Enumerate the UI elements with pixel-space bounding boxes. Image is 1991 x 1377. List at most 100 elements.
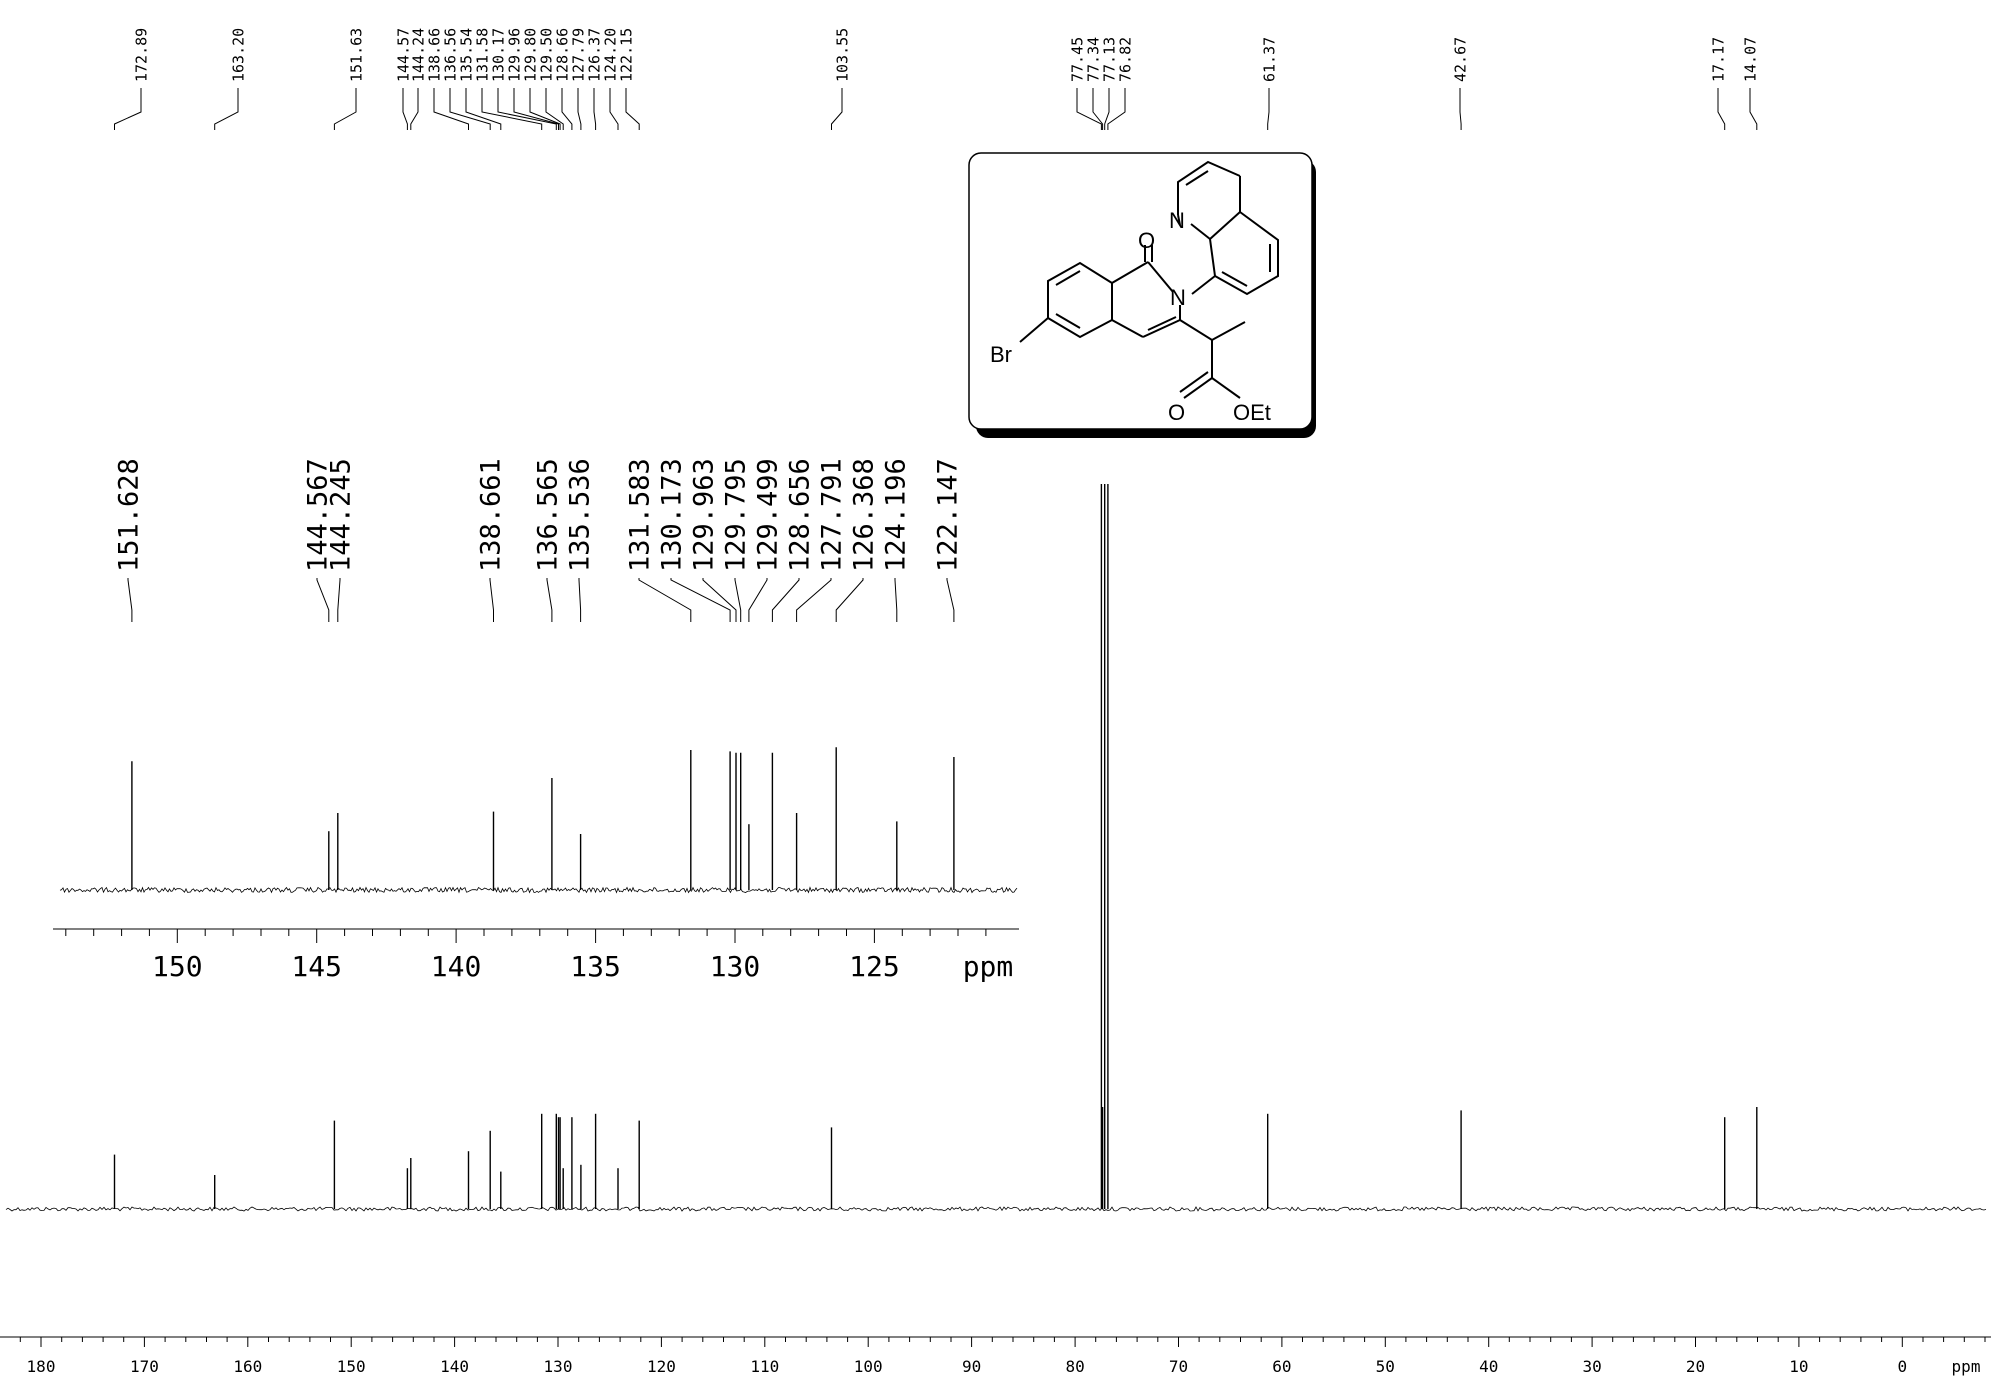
full-label-leader [1717, 88, 1726, 130]
full-axis-unit: ppm [1952, 1357, 1981, 1376]
full-peak-label: 126.37 [585, 28, 603, 82]
expansion-label-leader [638, 578, 692, 622]
full-tick-label: 140 [440, 1357, 469, 1376]
full-label-leader [497, 88, 557, 130]
full-label-leader [410, 88, 419, 130]
expansion-label-leader [796, 578, 832, 622]
expansion-tick-label: 130 [710, 950, 761, 983]
full-label-leader [402, 88, 408, 130]
full-tick-label: 160 [233, 1357, 262, 1376]
expansion-peak-label: 129.795 [721, 458, 752, 572]
full-label-leader [1749, 88, 1758, 130]
full-label-leader [593, 88, 597, 130]
full-label-leader [214, 88, 239, 130]
full-tick-label: 90 [962, 1357, 981, 1376]
full-peak-label: 14.07 [1741, 37, 1759, 82]
full-peak-label: 151.63 [347, 28, 365, 82]
expansion-label-leader [337, 578, 341, 622]
expansion-peak-label: 122.147 [933, 458, 964, 572]
full-peak-label: 42.67 [1451, 37, 1469, 82]
full-label-leader [465, 88, 502, 130]
atom-label-n-quinoline: N [1169, 208, 1185, 233]
expansion-peak-label: 129.499 [753, 458, 784, 572]
full-peak-label-group: 172.89 163.20 151.63 144.57144.24138.66136.… [114, 28, 1759, 130]
full-peak-label: 128.66 [553, 28, 571, 82]
atom-label-oet: OEt [1233, 400, 1271, 425]
expansion-label-leader [489, 578, 494, 622]
full-peak-label: 163.20 [229, 28, 247, 82]
full-label-leader [577, 88, 582, 130]
full-x-axis: 180 170 160 150 140 130 120 110 100 90 80 70 60 50 40 3… [0, 1336, 1991, 1376]
expansion-peak-label: 144.245 [325, 458, 356, 572]
full-tick-label: 0 [1897, 1357, 1907, 1376]
full-label-leader [609, 88, 619, 130]
full-peak-label: 77.34 [1084, 37, 1102, 82]
expansion-peak-label: 127.791 [817, 458, 848, 572]
full-tick-label: 170 [130, 1357, 159, 1376]
full-label-leader [545, 88, 564, 130]
full-label-leader [1107, 88, 1126, 130]
full-peak-label: 136.56 [441, 28, 459, 82]
full-label-leader [1459, 88, 1462, 130]
expansion-tick-label: 140 [431, 950, 482, 983]
full-tick-label: 110 [750, 1357, 779, 1376]
expansion-peak-label: 131.583 [625, 458, 656, 572]
expansion-tick-label: 135 [570, 950, 621, 983]
expansion-peak-label: 144.567 [302, 458, 333, 572]
expansion-trace [59, 886, 1018, 894]
full-label-leader [433, 88, 469, 130]
full-tick-label: 70 [1169, 1357, 1188, 1376]
atom-label-o-ester: O [1168, 400, 1185, 425]
expansion-peaks [131, 747, 955, 890]
full-tick-label: 20 [1686, 1357, 1705, 1376]
full-label-leader [449, 88, 491, 130]
full-spectrum-trace [5, 1206, 1987, 1212]
full-tick-label: 10 [1789, 1357, 1808, 1376]
full-peak-label: 138.66 [425, 28, 443, 82]
structure-diagram: O N N Br O OEt [968, 152, 1316, 438]
full-peak-label: 135.54 [457, 28, 475, 82]
full-peak-label: 77.45 [1068, 37, 1086, 82]
full-label-leader [1092, 88, 1104, 130]
expansion-tick-label: 145 [291, 950, 342, 983]
full-label-leader [625, 88, 640, 130]
full-baseline-noise [5, 1206, 1987, 1212]
full-tick-label: 180 [27, 1357, 56, 1376]
expansion-tick-label: 125 [849, 950, 900, 983]
full-label-leader [529, 88, 561, 130]
full-label-leader [1104, 88, 1110, 130]
full-peak-label: 129.50 [537, 28, 555, 82]
full-label-leader [114, 88, 142, 130]
full-peak-label: 129.96 [505, 28, 523, 82]
full-tick-label: 120 [647, 1357, 676, 1376]
expansion-label-leader [748, 578, 768, 622]
expansion-x-axis: 150 145 140 135 130 125 ppm [53, 928, 1019, 983]
full-peak-label: 77.13 [1100, 37, 1118, 82]
structure-bonds [1019, 160, 1279, 399]
expansion-tick-label: 150 [152, 950, 203, 983]
full-peak-label: 131.58 [473, 28, 491, 82]
full-spectrum-peaks [113, 484, 1758, 1209]
expansion-baseline-noise [59, 886, 1018, 894]
full-peak-label: 144.24 [409, 28, 427, 82]
expansion-label-leader [670, 578, 731, 622]
expansion-peak-label: 124.196 [881, 458, 912, 572]
full-peak-label: 17.17 [1709, 37, 1727, 82]
expansion-peak-label: 135.536 [565, 458, 596, 572]
full-label-leader [1267, 88, 1270, 130]
full-label-leader [831, 88, 843, 130]
full-label-leader [1076, 88, 1102, 130]
full-tick-label: 40 [1479, 1357, 1498, 1376]
full-label-leader [481, 88, 543, 130]
expansion-label-leader [946, 578, 955, 622]
expansion-label-leader [702, 578, 737, 622]
full-label-leader [333, 88, 357, 130]
full-tick-label: 100 [854, 1357, 883, 1376]
expansion-peak-label: 126.368 [849, 458, 880, 572]
expansion-label-leader [835, 578, 864, 622]
full-peak-label: 172.89 [132, 28, 150, 82]
expansion-peak-label: 138.661 [475, 458, 506, 572]
expansion-label-leader [546, 578, 553, 622]
